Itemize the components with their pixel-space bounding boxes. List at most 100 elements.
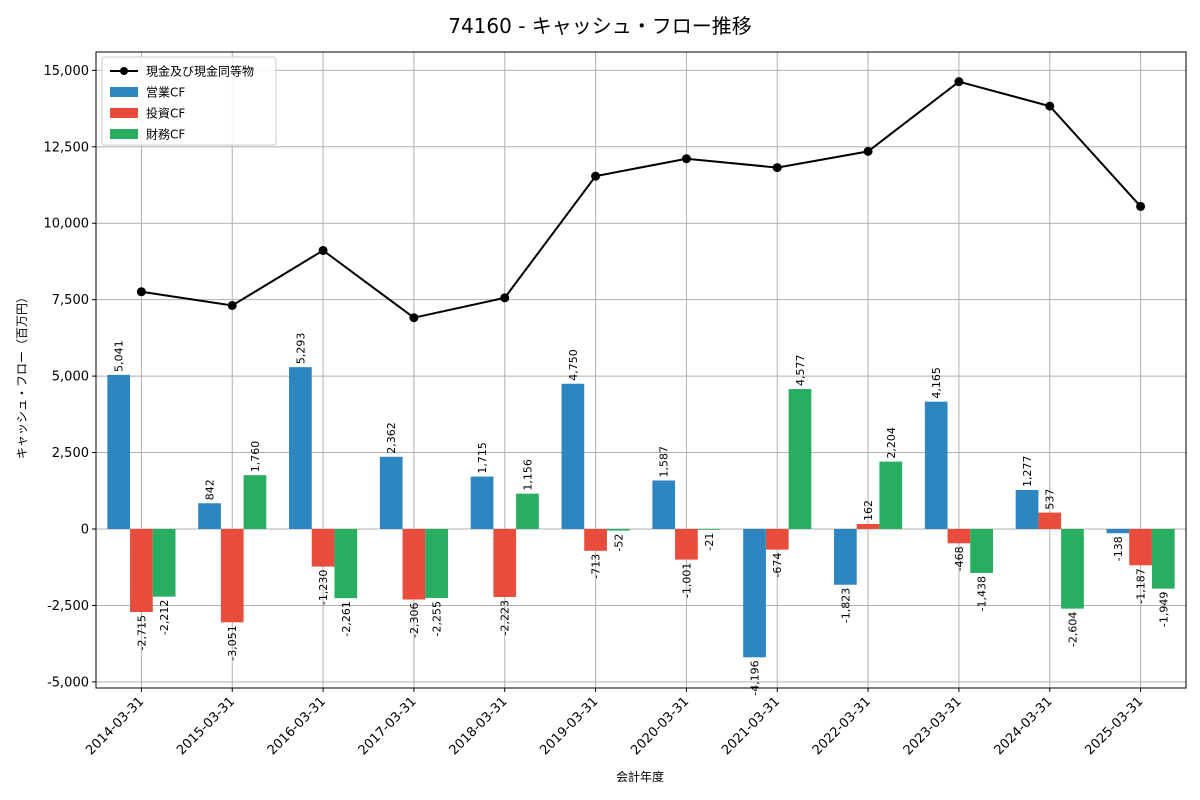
legend-label: 営業CF bbox=[146, 86, 185, 100]
bar-value-label: 1,587 bbox=[658, 446, 671, 478]
bar-value-label: -2,261 bbox=[340, 601, 353, 636]
bar-財務CF-2018-03-31 bbox=[516, 493, 539, 529]
x-tick-label: 2023-03-31 bbox=[901, 694, 965, 758]
bar-value-label: -1,001 bbox=[680, 563, 693, 598]
legend-label: 現金及び現金同等物 bbox=[146, 64, 254, 79]
bar-営業CF-2022-03-31 bbox=[834, 529, 857, 585]
y-tick-label: 10,000 bbox=[44, 217, 90, 232]
bar-財務CF-2025-03-31 bbox=[1151, 529, 1175, 589]
y-tick-label: 15,000 bbox=[44, 64, 90, 79]
bar-value-label: 4,577 bbox=[794, 355, 807, 387]
cash-point-2023-03-31 bbox=[954, 77, 964, 87]
bar-value-label: 4,165 bbox=[930, 367, 943, 399]
cash-point-2022-03-31 bbox=[863, 146, 873, 156]
bar-営業CF-2016-03-31 bbox=[289, 367, 312, 529]
x-axis-title: 会計年度 bbox=[616, 769, 664, 784]
cash-line bbox=[141, 80, 1142, 319]
bar-財務CF-2017-03-31 bbox=[425, 529, 448, 598]
bar-value-label: 4,750 bbox=[567, 349, 580, 381]
bar-投資CF-2016-03-31 bbox=[311, 529, 335, 567]
x-tick-label: 2018-03-31 bbox=[447, 694, 511, 758]
cash-point-2019-03-31 bbox=[591, 171, 601, 181]
x-tick-label: 2019-03-31 bbox=[537, 694, 601, 758]
cash-line-layer bbox=[136, 77, 1146, 323]
cash-point-2024-03-31 bbox=[1045, 101, 1055, 111]
y-tick-label: -5,000 bbox=[47, 675, 89, 690]
x-tick-label: 2022-03-31 bbox=[810, 694, 874, 758]
bar-財務CF-2022-03-31 bbox=[879, 461, 903, 529]
bar-財務CF-2021-03-31 bbox=[788, 389, 812, 529]
bar-value-label: -52 bbox=[612, 534, 625, 552]
x-tick-label: 2020-03-31 bbox=[628, 694, 692, 758]
cash-point-2017-03-31 bbox=[409, 313, 419, 323]
legend-marker bbox=[120, 67, 128, 75]
bar-投資CF-2025-03-31 bbox=[1129, 529, 1152, 566]
bar-投資CF-2018-03-31 bbox=[493, 529, 517, 597]
legend-bar-swatch bbox=[110, 87, 138, 97]
y-tick-label: 7,500 bbox=[52, 293, 89, 308]
bar-投資CF-2024-03-31 bbox=[1038, 512, 1062, 529]
bar-投資CF-2014-03-31 bbox=[130, 529, 153, 613]
bar-value-label: -2,223 bbox=[499, 600, 512, 635]
x-tick-label: 2021-03-31 bbox=[719, 694, 783, 758]
bar-value-label: -674 bbox=[771, 553, 784, 578]
bar-value-label: 1,156 bbox=[521, 459, 534, 491]
bar-value-label: 162 bbox=[862, 500, 875, 521]
y-axis-title: キャッシュ・フロー（百万円） bbox=[15, 291, 29, 459]
bar-value-label: -1,438 bbox=[976, 576, 989, 611]
bar-営業CF-2014-03-31 bbox=[107, 374, 131, 529]
cash-point-2014-03-31 bbox=[136, 287, 146, 297]
bar-value-label: 2,362 bbox=[385, 422, 398, 454]
bar-営業CF-2019-03-31 bbox=[561, 383, 585, 529]
bar-投資CF-2019-03-31 bbox=[584, 529, 607, 551]
bar-value-label: -2,255 bbox=[431, 601, 444, 636]
bar-value-label: 1,715 bbox=[476, 442, 489, 473]
bar-営業CF-2017-03-31 bbox=[379, 456, 403, 529]
cash-point-2015-03-31 bbox=[227, 300, 237, 310]
bar-営業CF-2021-03-31 bbox=[743, 529, 766, 658]
legend-bar-swatch bbox=[110, 129, 138, 139]
bar-value-label: -2,306 bbox=[408, 603, 421, 638]
x-tick-label: 2025-03-31 bbox=[1082, 694, 1146, 758]
bar-財務CF-2019-03-31 bbox=[606, 529, 630, 531]
bar-営業CF-2025-03-31 bbox=[1106, 529, 1130, 534]
bar-営業CF-2020-03-31 bbox=[652, 480, 676, 529]
grid-layer bbox=[96, 52, 1186, 688]
legend-label: 財務CF bbox=[146, 127, 185, 142]
bar-財務CF-2023-03-31 bbox=[970, 529, 993, 573]
x-tick-label: 2014-03-31 bbox=[83, 694, 147, 758]
y-tick-label: 12,500 bbox=[44, 140, 90, 155]
bar-営業CF-2018-03-31 bbox=[470, 476, 494, 529]
plot-frame bbox=[95, 51, 1187, 689]
bar-財務CF-2014-03-31 bbox=[152, 529, 176, 597]
x-tick-label: 2016-03-31 bbox=[265, 694, 329, 758]
y-tick-label: 2,500 bbox=[52, 446, 89, 461]
bar-value-label: -468 bbox=[953, 546, 966, 571]
x-tick-label: 2024-03-31 bbox=[992, 694, 1056, 758]
legend-label: 投資CF bbox=[146, 106, 185, 121]
bar-財務CF-2015-03-31 bbox=[243, 475, 267, 529]
bar-value-label: 1,277 bbox=[1021, 455, 1034, 487]
x-tick-label: 2017-03-31 bbox=[356, 694, 420, 758]
cash-point-2016-03-31 bbox=[318, 245, 328, 255]
bar-labels-layer: 5,041 842 5,293 2,362 1,715 4,750 1,587 -4,196 -… bbox=[113, 333, 1171, 696]
bar-営業CF-2023-03-31 bbox=[924, 401, 948, 529]
bar-value-label: -2,212 bbox=[158, 600, 171, 635]
legend-bar-swatch bbox=[110, 108, 138, 118]
bar-営業CF-2024-03-31 bbox=[1015, 489, 1039, 529]
bar-value-label: 5,041 bbox=[113, 340, 126, 372]
cash-point-2020-03-31 bbox=[681, 154, 691, 164]
cash-point-2018-03-31 bbox=[500, 293, 510, 303]
bar-財務CF-2024-03-31 bbox=[1061, 529, 1084, 609]
axis-layer: -5,000 -2,500 0 2,500 5,000 7,500 10,000 12,500… bbox=[44, 51, 1187, 758]
bar-value-label: -2,715 bbox=[135, 615, 148, 650]
bar-財務CF-2016-03-31 bbox=[334, 529, 358, 599]
bar-value-label: 537 bbox=[1044, 489, 1057, 510]
legend-box bbox=[101, 56, 277, 146]
bar-投資CF-2022-03-31 bbox=[856, 524, 880, 529]
bar-value-label: -2,604 bbox=[1066, 612, 1079, 647]
bar-value-label: 5,293 bbox=[294, 333, 307, 365]
chart-title: 74160 - キャッシュ・フロー推移 bbox=[448, 14, 752, 38]
